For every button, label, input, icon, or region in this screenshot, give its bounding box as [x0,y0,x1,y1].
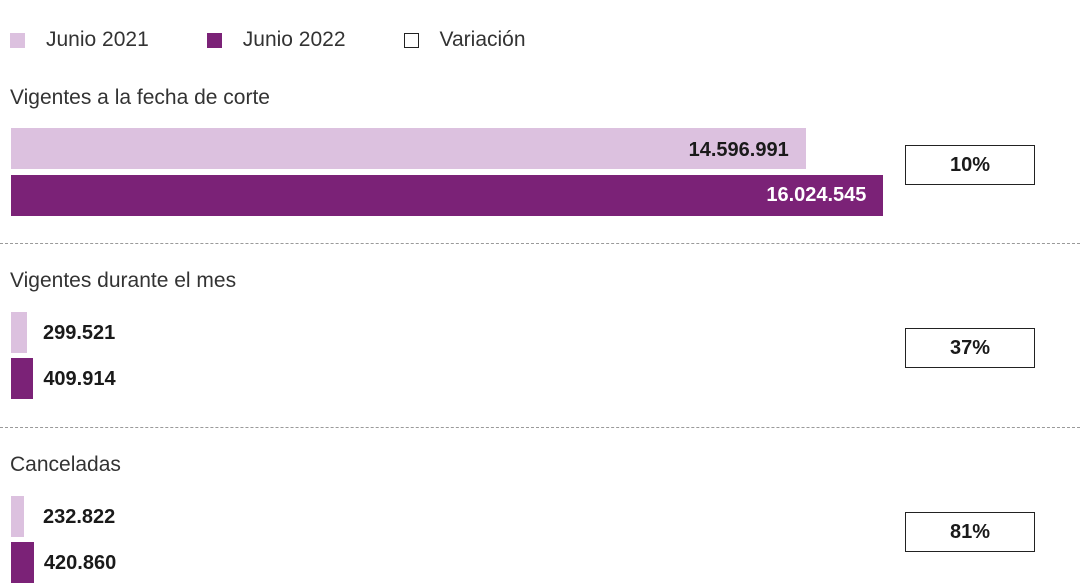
value-label-junio-2022: 420.860 [43,552,117,574]
legend-swatch-variacion [403,32,419,48]
legend-label: Junio 2022 [242,28,346,51]
legend-swatch-junio-2021 [10,32,25,48]
legend-label: Variación [439,28,526,51]
category-label: Vigentes durante el mes [10,269,237,292]
bar-junio-2022-vigentes-fecha-corte [11,175,884,216]
category-label: Vigentes a la fecha de corte [10,86,270,109]
legend-swatch-junio-2022 [206,32,222,48]
value-label-junio-2022: 16.024.545 [766,184,867,206]
value-label-junio-2022: 409.914 [43,368,116,390]
bar-junio-2021-vigentes-fecha-corte [11,128,806,169]
bar-junio-2022-canceladas [11,542,34,583]
section-divider [0,427,1080,428]
legend-item-junio-2022: Junio 2022 [206,28,346,52]
bar-junio-2021-vigentes-durante-mes [11,312,28,353]
value-label-junio-2021: 232.822 [43,506,116,528]
variation-box: 37% [905,328,1035,368]
value-label-junio-2021: 299.521 [43,322,116,344]
variation-value: 37% [949,336,991,359]
variation-box: 81% [905,512,1035,552]
legend-item-variacion: Variación [403,28,526,52]
variation-box: 10% [905,145,1035,185]
bar-junio-2022-vigentes-durante-mes [11,358,34,399]
bar-junio-2021-canceladas [11,496,24,537]
legend-item-junio-2021: Junio 2021 [10,28,149,52]
variation-value: 81% [949,520,991,543]
legend-label: Junio 2021 [46,28,149,51]
chart-legend: Junio 2021 Junio 2022 Variación [10,26,584,54]
variation-value: 10% [949,153,991,176]
category-label: Canceladas [10,453,121,476]
value-label-junio-2021: 14.596.991 [688,139,789,161]
section-divider [0,243,1080,244]
